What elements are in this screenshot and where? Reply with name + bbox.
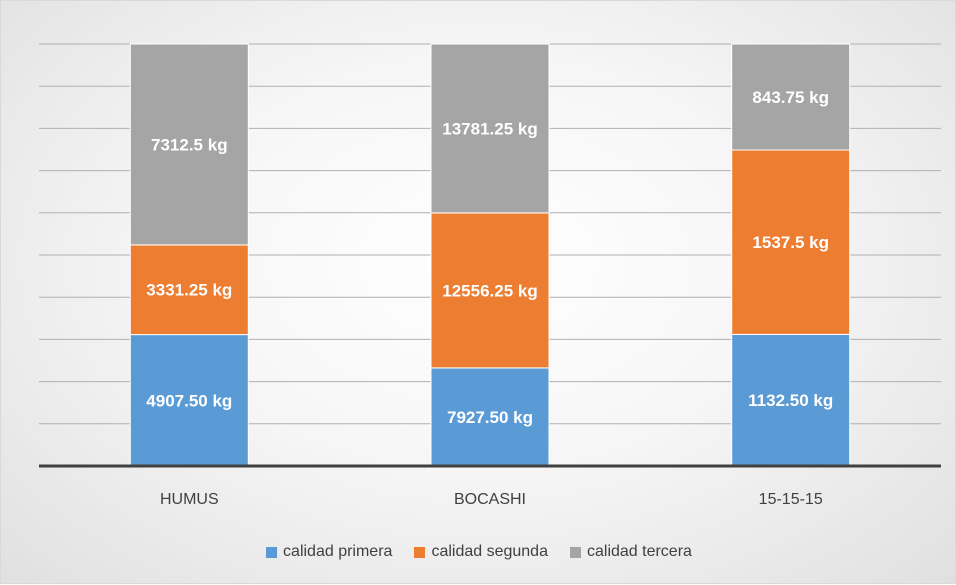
legend-swatch [569,546,581,558]
bar-segment-bocashi-1 [430,367,550,467]
data-label: 13781.25 kg [442,120,537,139]
category-label: 15-15-15 [759,491,823,508]
bar-segment-humus-3 [129,43,249,246]
data-label: 1132.50 kg [748,391,833,410]
bar-segment-15-15-15-3 [731,43,851,151]
legend-item: calidad tercera [569,543,692,561]
legend-label: calidad primera [283,543,393,560]
data-label: 3331.25 kg [146,281,232,300]
bar-segment-15-15-15-2 [731,149,851,335]
data-label: 12556.25 kg [442,281,537,300]
legend-label: calidad segunda [431,543,548,560]
bar-segment-15-15-15-1 [731,333,851,467]
legend-label: calidad tercera [586,543,692,560]
category-label: HUMUS [160,491,219,508]
data-label: 7312.5 kg [151,135,228,154]
data-label: 7927.50 kg [447,408,533,427]
data-label: 4907.50 kg [146,391,232,410]
bar-segment-bocashi-2 [430,212,550,369]
legend-swatch [266,546,278,558]
legend: calidad primera calidad segunda calidad te… [1,537,956,567]
data-label: 1537.5 kg [752,233,829,252]
bar-segment-humus-2 [129,244,249,336]
legend-swatch [414,546,426,558]
data-label: 843.75 kg [752,88,829,107]
legend-item: calidad primera [266,543,392,561]
legend-item: calidad segunda [414,543,548,561]
category-label: BOCASHI [454,491,526,508]
bar-segment-bocashi-3 [430,43,550,214]
